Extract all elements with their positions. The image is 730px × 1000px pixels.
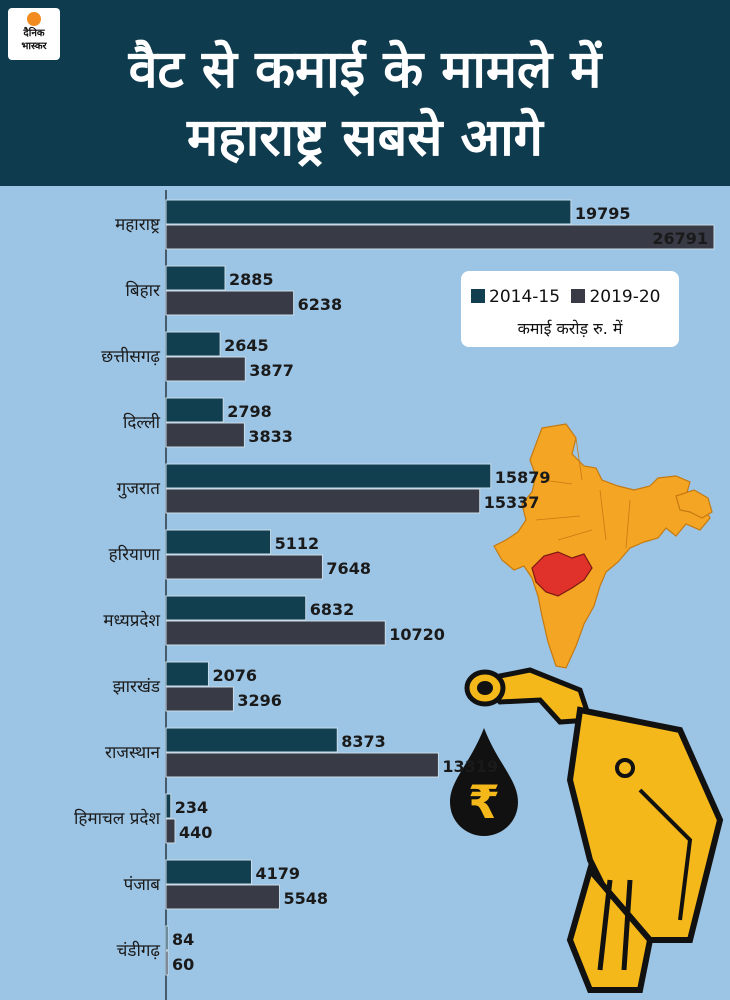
category-label: राजस्थान: [105, 743, 161, 763]
svg-text:₹: ₹: [468, 775, 500, 829]
category-label: बिहार: [126, 280, 162, 301]
bar-value-label: 84: [172, 930, 194, 949]
brand-name: दैनिक भास्कर: [21, 28, 47, 52]
bar-value-label: 2885: [229, 270, 274, 289]
category-label: हरियाणा: [109, 544, 161, 565]
page-title: वैट से कमाई के मामले में महाराष्ट्र सबसे…: [40, 36, 690, 172]
bar-2019-20: [165, 554, 323, 580]
bar-value-label: 3877: [249, 361, 294, 380]
fuel-nozzle-icon: [464, 667, 724, 993]
bar-2014-15: [165, 661, 209, 687]
bar-value-label: 26791: [652, 229, 708, 248]
bar-2019-20: [165, 422, 245, 448]
bar-2014-15: [165, 793, 172, 819]
bar-2014-15: [165, 463, 492, 489]
bar-2019-20: [165, 620, 386, 646]
bar-2014-15: [165, 595, 307, 621]
bar-2014-15: [165, 529, 272, 555]
bar-2019-20: [165, 884, 280, 910]
legend-label-2: 2019-20: [589, 287, 661, 307]
bar-2019-20: [165, 950, 169, 976]
rupee-drop-icon: ₹: [450, 728, 518, 836]
bar-2014-15: [165, 331, 221, 357]
bar-value-label: 15337: [484, 493, 540, 512]
legend-entries: 2014-15 2019-20: [471, 287, 660, 307]
bar-value-label: 5112: [275, 534, 320, 553]
category-label: हिमाचल प्रदेश: [74, 808, 160, 829]
header-band: [16, 0, 714, 186]
bar-value-label: 19795: [575, 204, 631, 223]
brand-logo: दैनिक भास्कर: [8, 8, 60, 60]
india-map-icon: [493, 423, 713, 669]
category-label: झारखंड: [113, 677, 161, 697]
category-label: दिल्ली: [123, 412, 161, 433]
bar-value-label: 3296: [237, 691, 282, 710]
legend-unit-note: कमाई करोड़ रु. में: [517, 319, 623, 338]
category-label: छत्तीसगढ़: [101, 346, 160, 367]
bar-2019-20: [165, 752, 439, 778]
bar-2014-15: [165, 727, 338, 753]
bar-2014-15: [165, 199, 572, 225]
bar-value-label: 4179: [255, 864, 300, 883]
legend: 2014-15 2019-20 कमाई करोड़ रु. में: [461, 271, 679, 347]
bar-value-label: 2076: [212, 666, 257, 685]
category-label: गुजरात: [117, 479, 161, 499]
legend-swatch-1: [471, 289, 485, 303]
bar-value-label: 5548: [283, 889, 328, 908]
bar-2014-15: [165, 397, 224, 423]
category-label: चंडीगढ़: [117, 940, 161, 961]
bar-value-label: 13319: [442, 757, 498, 776]
bar-value-label: 8373: [341, 732, 386, 751]
bar-value-label: 2798: [227, 402, 272, 421]
bar-value-label: 60: [172, 955, 194, 974]
bar-value-label: 6238: [298, 295, 343, 314]
bar-2019-20: [165, 356, 246, 382]
bar-value-label: 440: [179, 823, 212, 842]
category-label: महाराष्ट्र: [115, 215, 161, 235]
title-line-1: वैट से कमाई के मामले में: [128, 40, 602, 100]
bar-2019-20: [165, 290, 295, 316]
bar-value-label: 3833: [248, 427, 293, 446]
bar-2019-20: [165, 224, 715, 250]
bar-2014-15: [165, 925, 169, 951]
bar-2014-15: [165, 265, 226, 291]
category-label: मध्यप्रदेश: [103, 610, 160, 631]
title-line-2: महाराष्ट्र सबसे आगे: [187, 108, 543, 168]
bar-value-label: 15879: [495, 468, 551, 487]
bar-value-label: 10720: [389, 625, 445, 644]
logo-sun-icon: [27, 12, 41, 26]
bar-2019-20: [165, 686, 234, 712]
bar-value-label: 7648: [326, 559, 371, 578]
bar-2014-15: [165, 859, 252, 885]
legend-label-1: 2014-15: [489, 287, 561, 307]
bar-2019-20: [165, 818, 176, 844]
bar-value-label: 2645: [224, 336, 269, 355]
header: दैनिक भास्कर वैट से कमाई के मामले में मह…: [0, 0, 730, 186]
bar-2019-20: [165, 488, 481, 514]
bar-value-label: 234: [175, 798, 208, 817]
category-label: पंजाब: [124, 875, 161, 895]
legend-swatch-2: [571, 289, 586, 303]
bar-value-label: 6832: [310, 600, 355, 619]
